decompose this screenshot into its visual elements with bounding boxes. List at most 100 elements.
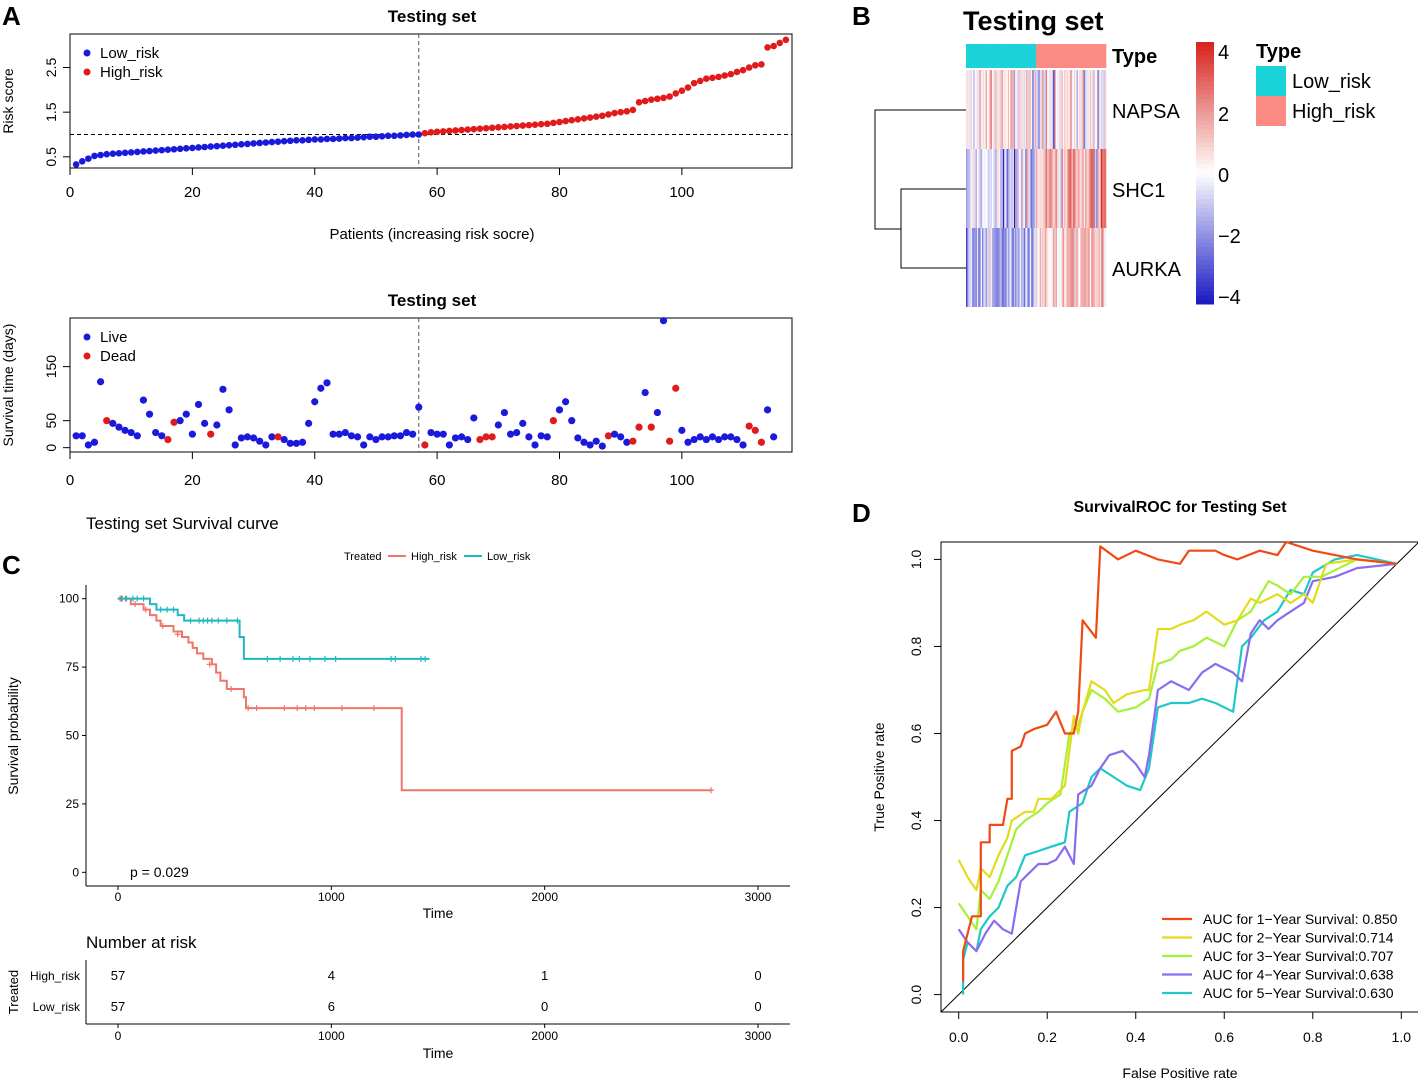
live-point: [286, 439, 294, 447]
high-risk-point: [525, 121, 533, 129]
type-annotation-cell: [1037, 44, 1039, 68]
heatmap-cell: [1023, 228, 1026, 307]
heatmap-cell: [1032, 228, 1034, 307]
colorbar-segment: [1196, 247, 1214, 253]
low-risk-point: [415, 131, 423, 138]
heatmap-cell: [1104, 149, 1107, 228]
risk-score-plot: Testing set 0 20 40 60 80 100 0.5 1.5 2.5 Low_ri…: [0, 7, 793, 243]
heatmap-cell: [1007, 149, 1010, 228]
low-risk-point: [354, 134, 361, 141]
type-annotation-cell: [996, 44, 999, 68]
low-risk-point: [121, 149, 129, 157]
heatmap-cell: [1087, 70, 1090, 149]
heatmap-cell: [1076, 149, 1079, 228]
type-legend-low-swatch: [1256, 66, 1286, 96]
live-point: [727, 433, 735, 441]
censor-mark: [164, 606, 171, 613]
colorbar-segment: [1196, 129, 1214, 135]
heatmap-cell: [1043, 228, 1045, 307]
colorbar-segment: [1196, 212, 1214, 218]
high-risk-point: [599, 112, 606, 120]
live-point: [770, 433, 778, 441]
roc-legend-label: AUC for 3−Year Survival:0.707: [1203, 948, 1394, 964]
type-annotation-cell: [968, 44, 970, 68]
risk-score-xlabel: Patients (increasing risk socre): [329, 226, 534, 243]
censor-mark: [371, 705, 377, 712]
type-annotation-cell: [1076, 44, 1079, 68]
heatmap-cell: [1103, 228, 1106, 307]
x-tick-label: 100: [669, 472, 694, 489]
heatmap-cell: [970, 70, 973, 149]
dendrogram-inner-branch: [900, 188, 966, 269]
heatmap-cell: [1088, 149, 1091, 228]
type-annotation-cell: [1032, 44, 1034, 68]
low-risk-point: [170, 145, 178, 153]
heatmap-cell: [1011, 149, 1013, 228]
type-annotation-cell: [972, 44, 974, 68]
heatmap-cell: [1099, 70, 1102, 149]
live-point: [139, 396, 148, 404]
live-point: [494, 421, 502, 429]
risk-score-title: Testing set: [388, 7, 477, 26]
heatmap-cell: [1065, 149, 1068, 228]
heatmap-cell: [1098, 70, 1101, 149]
heatmap-cell: [1083, 70, 1086, 149]
censor-mark: [234, 617, 241, 624]
type-annotation-cell: [1024, 44, 1027, 68]
live-point: [127, 428, 135, 437]
type-annotation-cell: [1002, 44, 1005, 68]
heatmap-cell: [1036, 70, 1038, 149]
heatmap-cell: [1090, 149, 1092, 228]
live-point: [243, 433, 252, 441]
type-annotation-cell: [1013, 44, 1016, 68]
heatmap-cell: [1083, 228, 1086, 307]
heatmap-cell: [1076, 228, 1079, 307]
heatmap-cell: [1018, 70, 1021, 149]
roc-xlabel: False Positive rate: [1122, 1065, 1237, 1078]
high-risk-point: [568, 116, 576, 124]
heatmap-cell: [1027, 228, 1029, 307]
heatmap-cell: [1010, 70, 1012, 149]
type-annotation-cell: [1053, 44, 1055, 68]
heatmap-cell: [1102, 70, 1104, 149]
heatmap-cell: [1091, 70, 1093, 149]
low-risk-point: [323, 135, 331, 143]
heatmap-cell: [989, 70, 991, 149]
type-annotation-cell: [988, 44, 990, 68]
type-annotation-cell: [1097, 44, 1099, 68]
heatmap-cell: [1015, 70, 1017, 149]
heatmap-cell: [981, 149, 984, 228]
heatmap-cell: [999, 149, 1001, 228]
heatmap-cell: [1072, 149, 1075, 228]
type-annotation-cell: [995, 44, 998, 68]
high-risk-point: [562, 117, 569, 125]
high-risk-point: [776, 39, 784, 47]
colorbar-segment: [1196, 50, 1214, 56]
km-curve-high-risk: [118, 597, 712, 792]
live-point: [188, 430, 196, 438]
heatmap-cell: [1001, 149, 1004, 228]
heatmap-cell: [1036, 228, 1038, 307]
legend-low-risk-label: Low_risk: [100, 45, 160, 62]
y-tick-label: 75: [66, 660, 80, 674]
colorbar-segment: [1196, 260, 1214, 266]
colorbar-segment: [1196, 72, 1214, 78]
heatmap-cell: [1016, 149, 1018, 228]
km-legend-low-label: Low_risk: [487, 551, 531, 563]
type-annotation-cell: [1099, 44, 1102, 68]
censor-mark: [296, 655, 303, 662]
live-point: [678, 426, 686, 434]
heatmap-cell: [1102, 149, 1104, 228]
heatmap-cell: [1034, 70, 1037, 149]
low-risk-point: [403, 131, 410, 139]
type-annotation-cell: [980, 44, 983, 68]
censor-mark: [289, 655, 296, 662]
low-risk-point: [397, 132, 404, 139]
heatmap-cell: [1067, 70, 1070, 149]
y-tick-label: 0.0: [908, 985, 924, 1005]
heatmap-cell: [1086, 149, 1088, 228]
type-annotation-cell: [1093, 44, 1096, 68]
heatmap-cell: [1029, 70, 1032, 149]
heatmap-cell: [1064, 228, 1066, 307]
low-risk-point: [97, 151, 104, 159]
